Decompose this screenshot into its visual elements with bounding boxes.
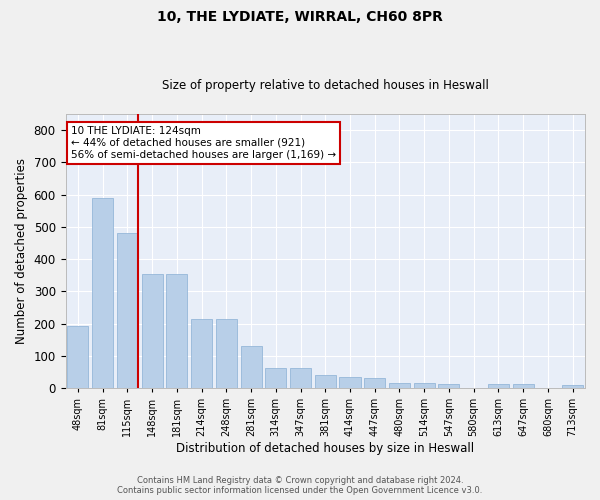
Bar xyxy=(562,385,583,388)
Bar xyxy=(216,319,237,388)
Text: 10 THE LYDIATE: 124sqm
← 44% of detached houses are smaller (921)
56% of semi-de: 10 THE LYDIATE: 124sqm ← 44% of detached… xyxy=(71,126,336,160)
X-axis label: Distribution of detached houses by size in Heswall: Distribution of detached houses by size … xyxy=(176,442,475,455)
Bar xyxy=(512,384,533,388)
Bar xyxy=(290,368,311,388)
Bar xyxy=(389,383,410,388)
Bar xyxy=(191,319,212,388)
Bar xyxy=(67,326,88,388)
Text: Contains HM Land Registry data © Crown copyright and database right 2024.
Contai: Contains HM Land Registry data © Crown c… xyxy=(118,476,482,495)
Text: 10, THE LYDIATE, WIRRAL, CH60 8PR: 10, THE LYDIATE, WIRRAL, CH60 8PR xyxy=(157,10,443,24)
Bar xyxy=(142,274,163,388)
Title: Size of property relative to detached houses in Heswall: Size of property relative to detached ho… xyxy=(162,79,489,92)
Bar xyxy=(340,377,361,388)
Bar xyxy=(364,378,385,388)
Bar xyxy=(265,368,286,388)
Y-axis label: Number of detached properties: Number of detached properties xyxy=(15,158,28,344)
Bar xyxy=(315,375,336,388)
Bar xyxy=(166,274,187,388)
Bar xyxy=(413,383,435,388)
Bar xyxy=(92,198,113,388)
Bar xyxy=(439,384,460,388)
Bar xyxy=(488,384,509,388)
Bar xyxy=(241,346,262,388)
Bar xyxy=(117,233,138,388)
